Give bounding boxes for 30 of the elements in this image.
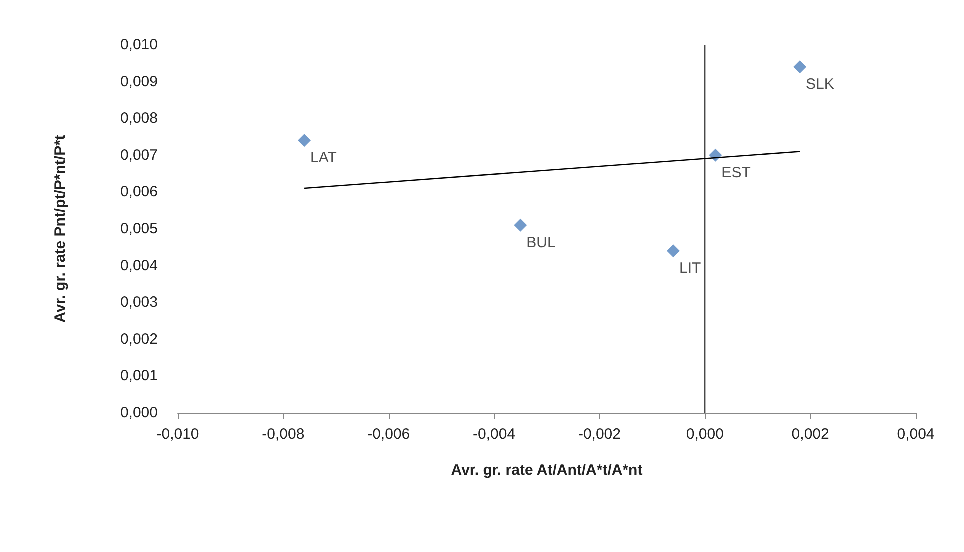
annotation: EST [722, 164, 751, 182]
y-tick-label: 0,001 [120, 368, 158, 385]
x-tick-label: -0,010 [156, 426, 200, 443]
y-tick-label: 0,005 [120, 220, 158, 238]
x-tick-label: -0,006 [368, 426, 410, 443]
y-tick-label: 0,010 [120, 36, 158, 54]
point [298, 134, 312, 148]
x-tick-label: 0,004 [897, 426, 935, 443]
y-tick-label: 0,006 [120, 184, 158, 201]
y-tick-label: 0,008 [120, 110, 158, 128]
point [514, 218, 528, 232]
annotation: LAT [310, 150, 337, 167]
point [667, 244, 680, 258]
annotation: LIT [680, 260, 702, 278]
x-axis-title: Avr. gr. rate At/Ant/A*t/A*nt [451, 462, 643, 479]
y-tick-label: 0,002 [120, 330, 158, 348]
y-tick-label: 0,004 [120, 257, 158, 274]
y-tick-label: 0,007 [120, 146, 158, 164]
x-tick-label: 0,002 [792, 426, 830, 443]
point [794, 60, 807, 74]
x-tick-label: -0,004 [473, 426, 516, 443]
y-tick-label: 0,000 [120, 404, 158, 422]
x-tick-label: 0,000 [686, 426, 724, 443]
x-tick-label: -0,008 [262, 426, 305, 443]
y-axis-title: Avr. gr. rate Pnt/pt/P*nt/P*t [52, 135, 69, 323]
x-tick-label: -0,002 [578, 426, 621, 443]
y-tick-label: 0,003 [120, 294, 158, 312]
y-tick-label: 0,009 [120, 73, 158, 90]
annotation: SLK [806, 76, 834, 94]
annotation: BUL [526, 234, 556, 252]
